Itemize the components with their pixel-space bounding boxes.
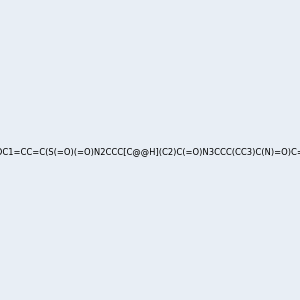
Text: CCOC1=CC=C(S(=O)(=O)N2CCC[C@@H](C2)C(=O)N3CCC(CC3)C(N)=O)C=C1Cl: CCOC1=CC=C(S(=O)(=O)N2CCC[C@@H](C2)C(=O)… [0, 147, 300, 156]
